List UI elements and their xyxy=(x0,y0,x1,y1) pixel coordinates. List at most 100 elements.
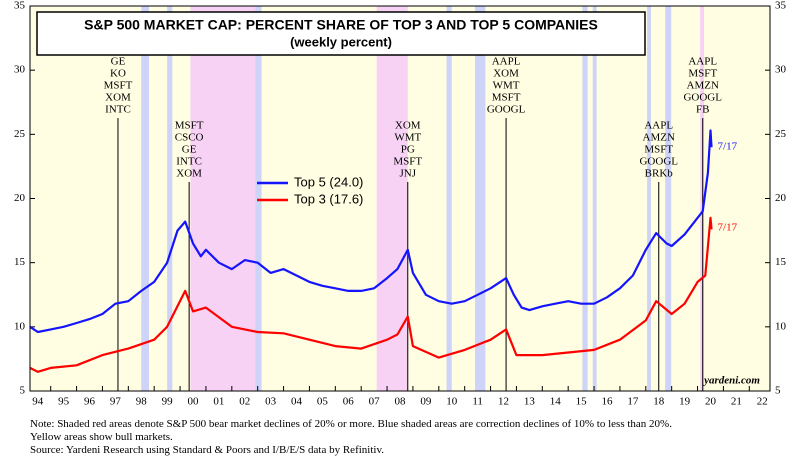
x-tick-label: 05 xyxy=(317,396,329,408)
x-tick-label: 02 xyxy=(239,396,250,408)
annotation-text: XOM xyxy=(105,92,131,104)
annotation-text: FB xyxy=(696,104,709,116)
x-tick-label: 03 xyxy=(265,396,277,408)
x-tick-label: 98 xyxy=(136,396,148,408)
y2-tick-label: 25 xyxy=(775,128,787,140)
annotation-text: AAPL xyxy=(492,56,521,68)
correction-band xyxy=(141,6,150,391)
annotation-text: GOOGL xyxy=(487,104,526,116)
x-tick-label: 17 xyxy=(627,396,639,408)
x-tick-label: 15 xyxy=(576,396,588,408)
note: Source: Yardeni Research using Standard … xyxy=(30,444,384,456)
note: Note: Shaded red areas denote S&P 500 be… xyxy=(30,418,672,430)
correction-band xyxy=(475,6,486,391)
annotation-text: PG xyxy=(401,144,415,156)
y2-tick-label: 30 xyxy=(775,64,787,76)
annotation-text: AMZN xyxy=(643,132,675,144)
x-tick-label: 14 xyxy=(550,396,562,408)
bear-market-band xyxy=(190,6,256,391)
annotation-text: XOM xyxy=(176,168,202,180)
annotation-text: WMT xyxy=(493,80,520,92)
bear-market-band xyxy=(376,6,408,391)
annotation-text: GE xyxy=(182,144,197,156)
x-tick-label: 16 xyxy=(601,396,613,408)
x-tick-label: 19 xyxy=(679,396,691,408)
annotation-text: KO xyxy=(110,68,126,80)
x-tick-label: 20 xyxy=(705,396,717,408)
x-tick-label: 99 xyxy=(162,396,174,408)
annotation-text: MSFT xyxy=(393,156,422,168)
annotation-text: JNJ xyxy=(400,168,417,180)
source-tag: yardeni.com xyxy=(702,375,760,387)
annotation-text: BRKb xyxy=(645,168,674,180)
chart-subtitle: (weekly percent) xyxy=(290,34,392,49)
annotation-text: MSFT xyxy=(104,80,133,92)
x-tick-label: 06 xyxy=(343,396,355,408)
series-line xyxy=(29,129,713,334)
y2-tick-label: 20 xyxy=(775,192,787,204)
annotation-text: AMZN xyxy=(687,80,719,92)
legend-label: Top 3 (17.6) xyxy=(294,191,363,206)
x-tick-label: 12 xyxy=(498,396,509,408)
title-box xyxy=(36,11,646,56)
annotation-text: GOOGL xyxy=(639,156,678,168)
x-tick-label: 13 xyxy=(524,396,536,408)
y-tick-label: 25 xyxy=(14,128,26,140)
annotation-text: CSCO xyxy=(175,132,204,144)
annotation-text: AAPL xyxy=(644,120,673,132)
x-tick-label: 00 xyxy=(188,396,200,408)
correction-band xyxy=(167,6,173,391)
x-tick-label: 04 xyxy=(291,396,303,408)
x-tick-label: 18 xyxy=(653,396,665,408)
x-tick-label: 09 xyxy=(420,396,432,408)
series-line xyxy=(29,216,713,373)
x-tick-label: 11 xyxy=(472,396,483,408)
annotation-text: GE xyxy=(111,56,126,68)
x-tick-label: 95 xyxy=(58,396,70,408)
note: Yellow areas show bull markets. xyxy=(30,431,173,443)
correction-band xyxy=(446,6,452,391)
annotation-text: INTC xyxy=(105,104,131,116)
annotation-text: XOM xyxy=(493,68,519,80)
annotation-text: MSFT xyxy=(175,120,204,132)
x-tick-label: 01 xyxy=(213,396,224,408)
correction-band xyxy=(582,6,588,391)
x-tick-label: 96 xyxy=(84,396,96,408)
x-tick-label: 97 xyxy=(110,396,122,408)
bear-market-band xyxy=(700,6,705,391)
correction-band xyxy=(592,6,597,391)
x-tick-label: 07 xyxy=(369,396,381,408)
end-label: 7/17 xyxy=(718,222,738,234)
y-tick-label: 20 xyxy=(14,192,26,204)
correction-band xyxy=(647,6,651,391)
annotation-text: GOOGL xyxy=(683,92,722,104)
x-tick-label: 08 xyxy=(395,396,407,408)
annotation-text: AAPL xyxy=(688,56,717,68)
x-tick-label: 22 xyxy=(757,396,768,408)
x-tick-label: 94 xyxy=(32,396,44,408)
chart-title: S&P 500 MARKET CAP: PERCENT SHARE OF TOP… xyxy=(84,17,598,33)
y-tick-label: 15 xyxy=(14,256,26,268)
y2-tick-label: 35 xyxy=(775,0,787,12)
legend-label: Top 5 (24.0) xyxy=(294,174,363,189)
x-tick-label: 21 xyxy=(731,396,742,408)
annotation-text: MSFT xyxy=(644,144,673,156)
annotation-text: INTC xyxy=(176,156,202,168)
annotation-text: XOM xyxy=(395,120,421,132)
end-label: 7/17 xyxy=(718,141,738,153)
y-tick-label: 35 xyxy=(14,0,26,12)
y2-tick-label: 15 xyxy=(775,256,787,268)
y2-tick-label: 5 xyxy=(775,385,781,397)
annotation-text: MSFT xyxy=(492,92,521,104)
y2-tick-label: 10 xyxy=(775,320,787,332)
plot-frame xyxy=(29,5,771,392)
y-tick-label: 30 xyxy=(14,64,26,76)
annotation-text: WMT xyxy=(394,132,421,144)
x-tick-label: 10 xyxy=(446,396,458,408)
correction-band xyxy=(255,6,262,391)
correction-band xyxy=(665,6,672,391)
y-tick-label: 5 xyxy=(20,385,26,397)
annotation-text: MSFT xyxy=(688,68,717,80)
y-tick-label: 10 xyxy=(14,320,26,332)
